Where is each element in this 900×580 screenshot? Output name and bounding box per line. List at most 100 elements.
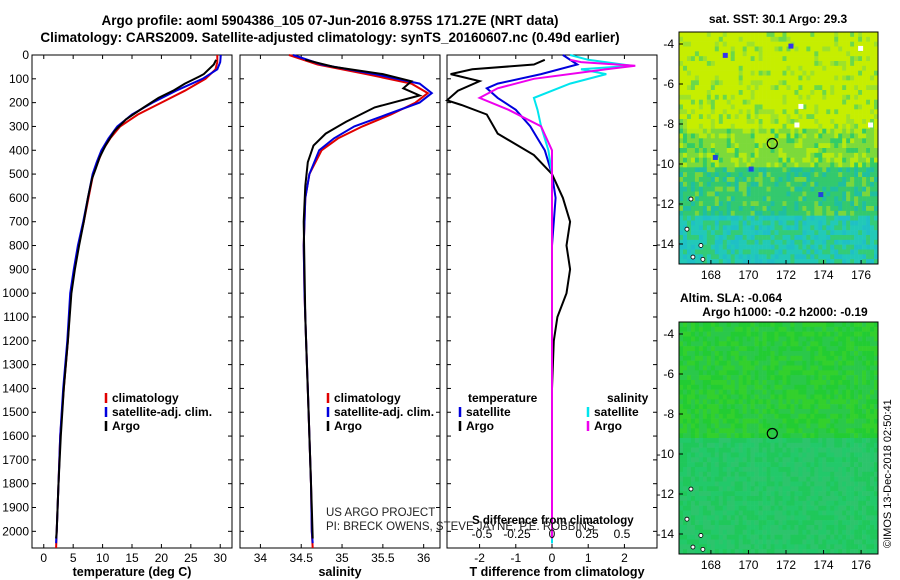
sla_map-cell (706, 423, 712, 429)
sla_map-cell (742, 505, 747, 511)
sla_map-cell (758, 365, 763, 371)
sla_map-cell (730, 346, 736, 352)
sla_map-cell (818, 394, 823, 400)
sst_map-cell (862, 128, 867, 134)
sla_map-cell (706, 409, 712, 415)
sst_map-cell (770, 249, 775, 255)
sla_map-cell (794, 394, 799, 400)
sla_map-cell (694, 481, 700, 487)
sla_map-cell (798, 331, 803, 337)
sst_map-cell (858, 128, 863, 134)
sst_map-cell (850, 220, 855, 226)
sst_map-cell (730, 46, 736, 52)
sla_map-cell (774, 467, 779, 473)
sst_map-cell (806, 177, 811, 183)
sla_map-cell (846, 341, 851, 347)
sst_map-cell (706, 206, 712, 212)
sla_map-cell (766, 399, 771, 405)
sla_map-cell (730, 510, 736, 516)
sla_map-cell (686, 491, 692, 497)
sst_map-cell (782, 162, 787, 168)
sst_map-cell (802, 65, 807, 71)
sst_map-cell (830, 138, 835, 144)
sst_map-cell (786, 109, 791, 115)
sst_map-cell (794, 152, 799, 158)
sst_map-cell (682, 61, 688, 67)
sst_map-cell (874, 225, 879, 231)
sst_map-cell (838, 143, 843, 149)
sst_map-cell (842, 244, 847, 250)
sla_map-cell (738, 486, 743, 492)
sst_map-cell (850, 239, 855, 245)
sla_map-cell (766, 525, 771, 531)
sla_map-cell (818, 399, 823, 405)
sst_map-cell (802, 259, 807, 265)
sla_map-cell (718, 481, 724, 487)
sst_map-cell (838, 152, 843, 158)
sla_map-cell (850, 404, 855, 410)
sst_map-cell (802, 80, 807, 86)
sla_map-cell (830, 462, 835, 468)
sst_map-cell (754, 220, 759, 226)
sla_map-cell (694, 331, 700, 337)
sla_map-cell (814, 442, 819, 448)
sst_map-cell (794, 32, 799, 38)
sst_map-cell (874, 167, 879, 173)
sla_map-cell (826, 500, 831, 506)
salinity-xtick-label: 36 (417, 551, 431, 565)
sla_map-cell (870, 486, 875, 492)
sst_map-cell (806, 172, 811, 178)
sla_map-cell (802, 384, 807, 390)
sla_map-cell (794, 486, 799, 492)
sst_map-cell (814, 244, 819, 250)
sla_map-cell (758, 433, 763, 439)
sst_map-cell (786, 230, 791, 236)
sst_map-cell (786, 196, 791, 202)
sst_map-cell (762, 152, 767, 158)
sst_map-cell (774, 254, 779, 260)
sla_map-cell (770, 399, 775, 405)
sla_map-cell (734, 423, 739, 429)
sst_map-cell (830, 75, 835, 81)
sst_map-cell (746, 186, 751, 192)
sst_map-cell (822, 143, 827, 149)
sst_map-cell (802, 143, 807, 149)
sla_map-cell (810, 467, 815, 473)
sla_map-cell (790, 500, 795, 506)
sla_map-cell (679, 525, 684, 531)
sla_map-cell (822, 399, 827, 405)
sla_map-cell (822, 423, 827, 429)
sla_map-cell (698, 476, 704, 482)
sst_map-cell (822, 70, 827, 76)
sst_map-cell (726, 119, 732, 125)
sla_map-cell (686, 447, 692, 453)
sla_map-cell (830, 476, 835, 482)
sst_map-cell (814, 230, 819, 236)
sla_map-cell (874, 505, 879, 511)
sla_map-cell (782, 413, 787, 419)
sst_map-cell (702, 201, 708, 207)
sla_map-cell (830, 365, 835, 371)
sst_map-cell (778, 51, 783, 57)
depth-tick-label: 700 (9, 215, 29, 229)
sst_map-cell (686, 51, 692, 57)
sla_map-cell (718, 491, 724, 497)
sst_map-cell (726, 201, 732, 207)
sla_map-cell (690, 447, 696, 453)
sst_map-cell (858, 80, 863, 86)
sst_map-cell (758, 249, 763, 255)
sst_map-cell (862, 119, 867, 125)
sst_map-xtick-label: 176 (851, 268, 871, 282)
sla_map-cell (742, 336, 747, 342)
sla_map-cell (714, 394, 720, 400)
sla_map-cell (790, 370, 795, 376)
sst_map-cell (702, 239, 708, 245)
sla_map-cell (734, 525, 739, 531)
sst_map-cell (698, 70, 704, 76)
sla_map-cell (830, 389, 835, 395)
sla_map-cell (850, 500, 855, 506)
sst_map-cell (702, 244, 708, 250)
sst_map-cell (754, 80, 759, 86)
sst_map-cell (874, 259, 879, 265)
sla_map-cell (714, 423, 720, 429)
